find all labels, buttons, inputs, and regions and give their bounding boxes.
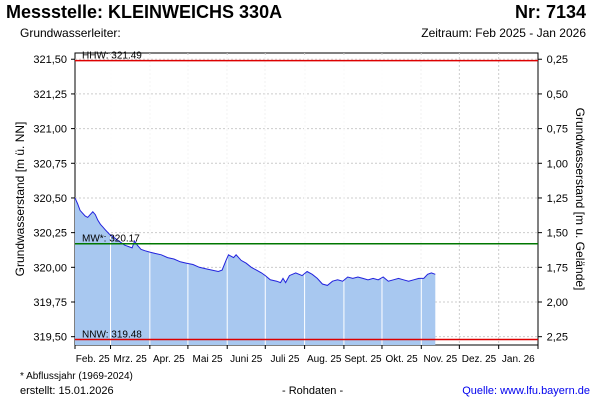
y-tick-label-left: 321,50 xyxy=(33,54,67,66)
y-tick-label-right: 0,75 xyxy=(547,124,568,136)
x-tick-label: Nov. 25 xyxy=(423,354,457,365)
reference-label: NNW: 319.48 xyxy=(82,329,142,340)
y-tick-label-left: 321,25 xyxy=(33,89,67,101)
x-tick-label: Dez. 25 xyxy=(462,354,497,365)
groundwater-line xyxy=(74,197,436,286)
raw-data-label: - Rohdaten - xyxy=(282,385,344,397)
x-tick-label: Okt. 25 xyxy=(386,354,419,365)
month-grid-overlay xyxy=(110,55,422,345)
y-tick-label-right: 0,50 xyxy=(547,89,568,101)
x-tick-label: Juni 25 xyxy=(230,354,263,365)
y-tick-label-right: 1,00 xyxy=(547,158,568,170)
y-tick-label-left: 321,00 xyxy=(33,124,67,136)
created-date: erstellt: 15.01.2026 xyxy=(20,385,114,397)
source-link[interactable]: Quelle: www.lfu.bayern.de xyxy=(462,385,590,397)
y-tick-label-left: 319,75 xyxy=(33,297,67,309)
reference-lines: HHW: 321.49 MW*: 320.17 NNW: 319.48 xyxy=(75,51,538,340)
y-axis-label-left: Grundwasserstand [m ü. NN] xyxy=(13,122,27,277)
y-tick-label-right: 1,25 xyxy=(547,193,568,205)
y-tick-label-right: 1,50 xyxy=(547,228,568,240)
station-title: Messstelle: KLEINWEICHS 330A xyxy=(6,2,283,22)
station-number: Nr: 7134 xyxy=(514,2,586,22)
y-axis-label-right: Grundwasserstand [m u. Gelände] xyxy=(573,108,587,291)
x-tick-label: Jan. 26 xyxy=(502,354,535,365)
x-tick-label: Sept. 25 xyxy=(344,354,382,365)
y-tick-label-left: 320,75 xyxy=(33,158,67,170)
footnote: * Abflussjahr (1969-2024) xyxy=(20,371,133,382)
y-tick-label-left: 320,00 xyxy=(33,262,67,274)
y-tick-label-right: 0,25 xyxy=(547,54,568,66)
y-tick-label-right: 1,75 xyxy=(547,262,568,274)
axis-ticks: 321,50 0,25 321,25 0,50 321,00 0,75 320,75 1,00… xyxy=(33,54,568,365)
x-tick-label: Mrz. 25 xyxy=(114,354,148,365)
x-tick-label: Apr. 25 xyxy=(153,354,185,365)
x-tick-label: Feb. 25 xyxy=(76,354,110,365)
groundwater-area xyxy=(75,198,436,345)
y-tick-label-right: 2,00 xyxy=(547,297,568,309)
x-tick-label: Mai 25 xyxy=(193,354,223,365)
reference-label: HHW: 321.49 xyxy=(82,51,142,62)
y-tick-label-left: 319,50 xyxy=(33,332,67,344)
x-tick-label: Juli 25 xyxy=(270,354,299,365)
y-tick-label-left: 320,50 xyxy=(33,193,67,205)
reference-label: MW*: 320.17 xyxy=(82,234,140,245)
x-tick-label: Aug. 25 xyxy=(307,354,342,365)
y-tick-label-left: 320,25 xyxy=(33,228,67,240)
aquifer-label: Grundwasserleiter: xyxy=(20,26,121,40)
y-tick-label-right: 2,25 xyxy=(547,332,568,344)
period-label: Zeitraum: Feb 2025 - Jan 2026 xyxy=(421,26,586,40)
